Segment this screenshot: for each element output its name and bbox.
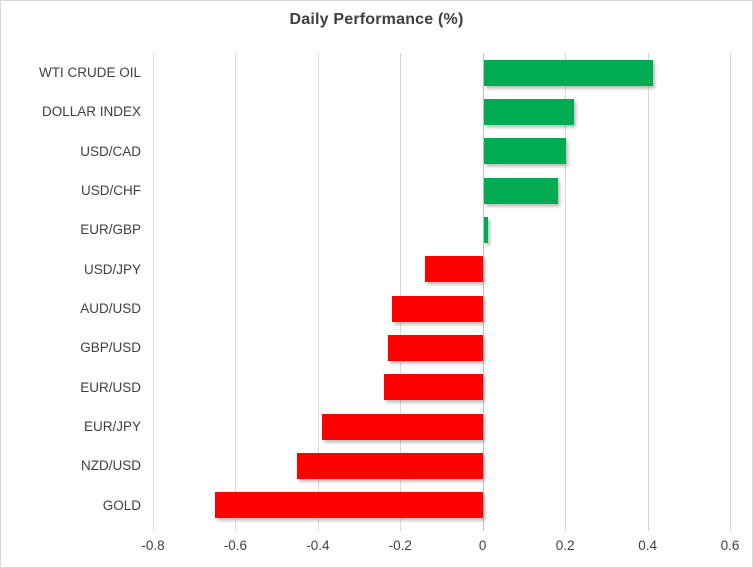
category-label-aud-usd: AUD/USD <box>80 301 141 316</box>
gridline--0.4 <box>317 53 319 531</box>
category-label-usd-chf: USD/CHF <box>81 183 141 198</box>
category-label-dollar-index: DOLLAR INDEX <box>41 104 141 120</box>
gridline--0.8 <box>153 53 154 531</box>
bar-usd-chf <box>483 177 558 204</box>
bar-gbp-usd <box>387 335 483 361</box>
gridline--0.2 <box>400 53 402 531</box>
bar-usd-cad <box>483 138 567 165</box>
bar-eur-jpy <box>322 413 483 440</box>
x-tick-label--0.6: -0.6 <box>223 538 248 553</box>
category-axis-labels: WTI CRUDE OIL DOLLAR INDEX USD/CAD USD/CHF E… <box>1 53 141 525</box>
category-label-eur-gbp: EUR/GBP <box>80 222 141 238</box>
x-tick-label-0.4: 0.4 <box>638 538 657 553</box>
plot-area <box>153 53 731 531</box>
bar-usd-jpy <box>425 256 483 283</box>
x-tick-label--0.2: -0.2 <box>388 538 412 553</box>
category-label-usd-cad: USD/CAD <box>80 143 141 159</box>
gridline-0.4 <box>647 53 649 531</box>
x-tick-label-0: 0 <box>478 538 487 553</box>
gridline--0.6 <box>235 53 237 531</box>
category-label-nzd-usd: NZD/USD <box>81 458 141 474</box>
category-label-gold: GOLD <box>102 497 141 513</box>
bar-eur-usd <box>383 374 483 401</box>
bar-dollar-index <box>483 99 575 125</box>
bar-gold <box>214 492 483 519</box>
chart-title: Daily Performance (%) <box>289 11 464 28</box>
category-label-gbp-usd: GBP/USD <box>80 340 141 356</box>
bar-aud-usd <box>392 295 483 322</box>
x-tick-label--0.8: -0.8 <box>141 538 165 553</box>
x-tick-label--0.4: -0.4 <box>306 538 330 553</box>
zero-axis-line <box>482 53 484 531</box>
category-label-eur-usd: EUR/USD <box>80 379 141 395</box>
bar-eur-gbp <box>483 217 488 243</box>
gridline-0.2 <box>565 53 567 531</box>
category-label-eur-jpy: EUR/JPY <box>83 419 141 434</box>
x-tick-label-0.2: 0.2 <box>555 538 575 553</box>
value-axis-labels: -0.8 -0.6 -0.4 -0.2 0 0.2 0.4 0.6 <box>1 538 752 558</box>
x-tick-label-0.6: 0.6 <box>720 538 740 553</box>
bar-wti-crude-oil <box>483 59 653 86</box>
bar-nzd-usd <box>297 453 483 479</box>
category-label-wti-crude-oil: WTI CRUDE OIL <box>38 65 141 80</box>
gridline-0.6 <box>730 53 731 531</box>
category-label-usd-jpy: USD/JPY <box>83 261 141 277</box>
